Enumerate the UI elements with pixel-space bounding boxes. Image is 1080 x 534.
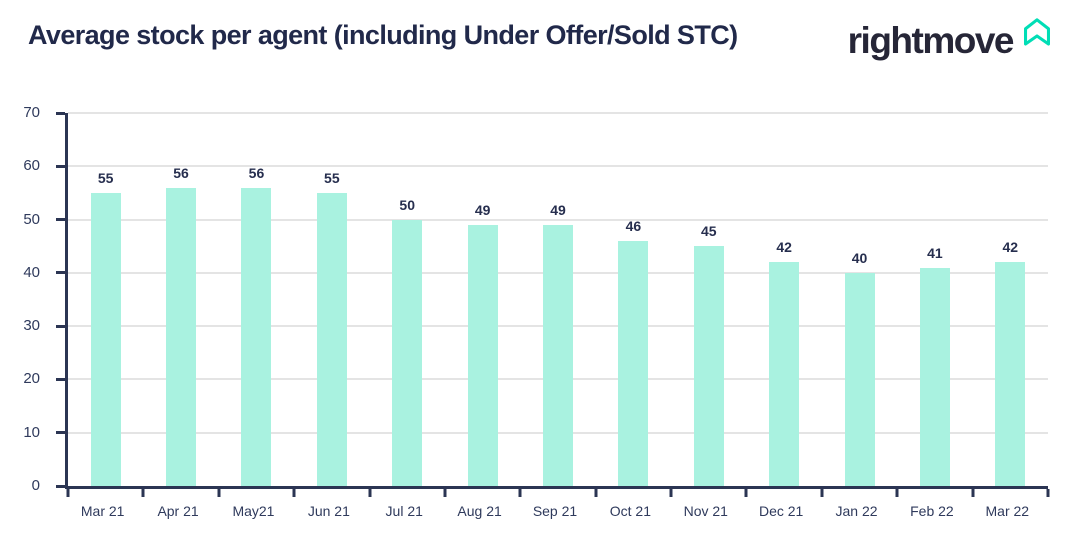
bar-value-label: 49 <box>550 201 566 218</box>
x-tick-label: Oct 21 <box>609 503 651 519</box>
rightmove-logo: rightmove <box>848 12 1054 59</box>
bar-value-label: 50 <box>399 196 416 213</box>
y-tick-label: 50 <box>23 210 40 228</box>
bar <box>316 192 347 486</box>
bar <box>693 246 724 486</box>
x-tick-mark <box>443 489 447 497</box>
y-tick-mark <box>56 111 65 115</box>
y-tick-label: 0 <box>31 477 40 494</box>
x-tick-label: Nov 21 <box>683 503 728 519</box>
gridline <box>68 218 1048 221</box>
gridline <box>68 112 1048 114</box>
y-tick-label: 70 <box>23 104 40 121</box>
y-tick-label: 40 <box>23 263 40 281</box>
y-tick-mark <box>56 218 65 222</box>
x-tick-label: Jan 22 <box>835 503 878 519</box>
y-tick-mark <box>56 324 65 328</box>
y-tick-label: 60 <box>23 157 40 175</box>
x-tick-label: Mar 21 <box>80 503 125 519</box>
bar <box>467 224 498 486</box>
x-tick-label: Aug 21 <box>457 503 502 519</box>
bar-value-label: 49 <box>474 201 491 218</box>
page-title: Average stock per agent (including Under… <box>28 20 738 50</box>
bar <box>90 192 121 486</box>
bar <box>995 262 1026 486</box>
y-tick-mark <box>56 377 65 381</box>
x-tick-mark <box>1046 489 1050 497</box>
x-tick-label: Apr 21 <box>157 503 199 519</box>
rightmove-logo-text: rightmove <box>847 20 1015 61</box>
y-tick-mark <box>56 164 65 168</box>
x-tick-mark <box>594 489 598 497</box>
bar-value-label: 40 <box>851 249 868 266</box>
x-tick-mark <box>669 489 673 497</box>
bar-value-label: 42 <box>1002 239 1019 256</box>
x-tick-mark <box>66 489 70 497</box>
bar-value-label: 55 <box>97 169 114 186</box>
gridline <box>68 165 1048 168</box>
x-tick-label: Mar 22 <box>985 503 1030 519</box>
x-tick-mark <box>744 489 748 497</box>
x-tick-label: Jul 21 <box>385 503 423 519</box>
rightmove-house-icon <box>1020 16 1054 55</box>
x-tick-mark <box>141 489 145 497</box>
y-tick-mark <box>56 431 65 435</box>
bar <box>844 272 875 486</box>
x-tick-label: Dec 21 <box>758 503 804 519</box>
plot-area: 55 56 56 55 50 49 49 46 45 42 40 41 42 <box>65 112 1050 497</box>
x-tick-mark <box>518 489 522 497</box>
x-tick-label: Feb 22 <box>910 503 954 519</box>
y-tick-label: 20 <box>23 370 40 388</box>
x-tick-label: Jun 21 <box>307 503 350 519</box>
bar-value-label: 56 <box>173 164 189 181</box>
x-tick-label: Sep 21 <box>532 503 578 519</box>
bar-value-label: 42 <box>776 239 792 256</box>
bar-value-label: 41 <box>927 244 943 261</box>
x-tick-label: May21 <box>232 503 275 519</box>
x-tick-mark <box>895 489 899 497</box>
x-tick-mark <box>971 489 975 497</box>
bar <box>543 224 573 486</box>
bar-value-label: 45 <box>700 223 717 240</box>
bar <box>919 267 950 486</box>
bar <box>166 187 197 486</box>
bar-value-label: 46 <box>625 217 642 234</box>
x-tick-mark <box>292 489 296 497</box>
y-tick-label: 10 <box>23 423 40 441</box>
bar <box>618 240 649 486</box>
bar <box>769 262 800 486</box>
bar-value-label: 56 <box>248 164 265 181</box>
x-tick-mark <box>368 489 372 497</box>
y-tick-label: 30 <box>23 317 40 335</box>
bar <box>392 219 423 486</box>
y-tick-mark <box>56 484 65 488</box>
x-tick-mark <box>820 489 824 497</box>
bar-value-label: 55 <box>324 169 340 186</box>
bar <box>241 187 272 486</box>
y-tick-mark <box>56 271 65 275</box>
x-tick-mark <box>217 489 221 497</box>
